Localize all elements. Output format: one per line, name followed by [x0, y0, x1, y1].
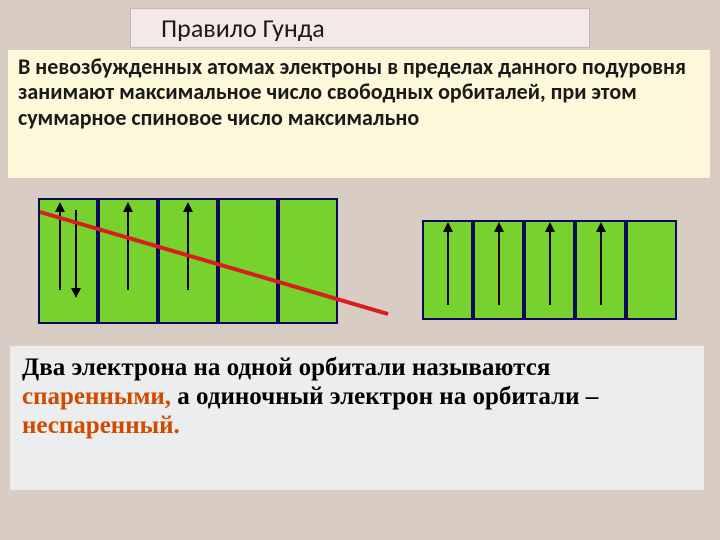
spin-up-arrow	[59, 210, 61, 290]
spin-up-arrow	[549, 230, 551, 305]
orbital-cell	[473, 220, 524, 320]
spin-down-arrow	[75, 210, 77, 290]
text-segment: Два электрона на одной орбитали называют…	[22, 354, 550, 381]
orbital-cell	[575, 220, 626, 320]
explanation-box: Два электрона на одной орбитали называют…	[10, 346, 704, 490]
orbital-diagram	[38, 198, 678, 326]
spin-up-arrow	[127, 210, 129, 290]
orbital-cell	[524, 220, 575, 320]
orbital-cell	[38, 198, 98, 324]
incorrect-orbitals	[38, 198, 338, 324]
orbital-cell	[98, 198, 158, 324]
orbital-cell	[218, 198, 278, 324]
title-box: Правило Гунда	[130, 8, 590, 48]
orbital-cell	[626, 220, 677, 320]
orbital-cell	[278, 198, 338, 324]
orbital-cell	[422, 220, 473, 320]
emphasis-unpaired: неспаренный	[22, 412, 174, 439]
correct-orbitals	[422, 220, 677, 320]
emphasis-paired: спаренными,	[22, 383, 171, 410]
slide-title: Правило Гунда	[161, 12, 325, 44]
orbital-cell	[158, 198, 218, 324]
spin-up-arrow	[447, 230, 449, 305]
spin-up-arrow	[498, 230, 500, 305]
text-segment: а одиночный электрон на орбитали –	[171, 383, 598, 410]
spin-up-arrow	[600, 230, 602, 305]
rule-text: В невозбужденных атомах электроны в пред…	[18, 54, 700, 130]
spin-up-arrow	[187, 210, 189, 290]
explanation-text: Два электрона на одной орбитали называют…	[22, 354, 692, 440]
text-segment: .	[174, 412, 180, 439]
rule-box: В невозбужденных атомах электроны в пред…	[8, 50, 710, 178]
